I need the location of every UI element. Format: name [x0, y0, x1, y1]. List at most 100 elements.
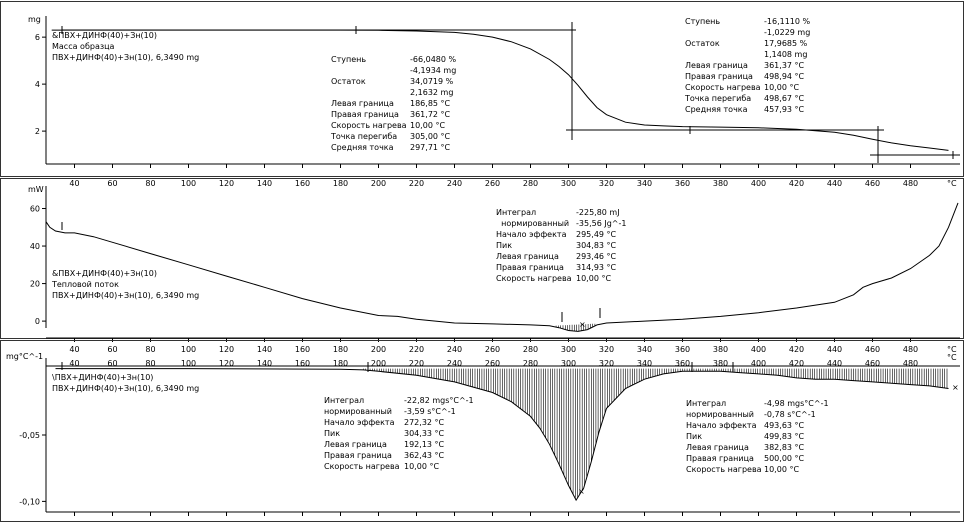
- x-tick-label: 80: [145, 345, 155, 354]
- result-value: 304,83 °C: [576, 241, 617, 250]
- result-label: Интеграл: [496, 208, 536, 217]
- result-label: Правая граница: [685, 72, 753, 81]
- x-tick-label: 400: [751, 359, 766, 368]
- result-value: -16,1110 %: [764, 17, 811, 26]
- result-value: 362,43 °C: [404, 451, 445, 460]
- y-tick-label: -0,05: [19, 431, 40, 440]
- x-tick-label: 280: [523, 179, 538, 188]
- x-tick-label: 240: [447, 359, 462, 368]
- result-label: нормированный: [686, 410, 754, 419]
- y-tick-label: 0: [35, 317, 40, 326]
- dsc-peak-mark: ×: [579, 320, 586, 329]
- y-tick-label: 60: [30, 205, 40, 214]
- x-tick-label: 160: [295, 359, 310, 368]
- x-tick-label: 280: [523, 345, 538, 354]
- x-tick-label: 260: [485, 179, 500, 188]
- x-tick-label: 360: [675, 359, 690, 368]
- result-label: Средняя точка: [331, 143, 394, 152]
- y-tick-label: 2: [35, 127, 40, 136]
- result-label: Правая граница: [324, 451, 392, 460]
- result-label: Пик: [686, 432, 702, 441]
- x-tick-label: 320: [599, 179, 614, 188]
- x-tick-label: 480: [903, 359, 918, 368]
- result-value: 297,71 °C: [410, 143, 451, 152]
- x-tick-label: 40: [69, 345, 79, 354]
- result-value: -35,56 Jg^-1: [576, 219, 626, 228]
- x-tick-label: 160: [295, 179, 310, 188]
- x-tick-label: 180: [333, 359, 348, 368]
- x-tick-label: 120: [219, 179, 234, 188]
- x-tick-label: 200: [371, 345, 386, 354]
- result-value: 305,00 °C: [410, 132, 451, 141]
- result-label: Средняя точка: [685, 105, 748, 114]
- x-tick-label: 400: [751, 179, 766, 188]
- dsc-curve: [45, 202, 959, 332]
- x-tick-label: 200: [371, 359, 386, 368]
- x-tick-label: 340: [637, 359, 652, 368]
- x-tick-label: 80: [145, 359, 155, 368]
- x-tick-label: 240: [447, 179, 462, 188]
- dsc-legend-sample: &ПВХ+ДИНФ(40)+Зн(10): [52, 269, 157, 278]
- x-tick-label: 260: [485, 359, 500, 368]
- x-tick-label: 460: [865, 359, 880, 368]
- result-value: 10,00 °C: [576, 274, 611, 283]
- result-label: Левая граница: [685, 61, 748, 70]
- dtg-limit-marks: [61, 362, 734, 372]
- y-tick-label: 4: [35, 80, 40, 89]
- result-value: 186,85 °C: [410, 99, 451, 108]
- dtg-x-unit: °C: [947, 353, 957, 362]
- x-tick-label: 60: [107, 359, 117, 368]
- dtg-y-unit: mg°C^-1: [6, 352, 43, 361]
- result-value: 498,67 °C: [764, 94, 805, 103]
- tga-limit-marks: [61, 26, 954, 159]
- result-value: 1,1408 mg: [764, 50, 807, 59]
- result-value: -66,0480 %: [410, 55, 457, 64]
- x-tick-label: 300: [561, 179, 576, 188]
- result-label: Левая граница: [686, 443, 749, 452]
- x-tick-label: 360: [675, 179, 690, 188]
- x-tick-label: 340: [637, 179, 652, 188]
- result-label: нормированный: [324, 407, 392, 416]
- x-tick-label: 120: [219, 359, 234, 368]
- result-label: Пик: [324, 429, 340, 438]
- result-value: 10,00 °C: [410, 121, 445, 130]
- dtg-end-mark: ×: [952, 383, 959, 392]
- result-value: -22,82 mgs°C^-1: [404, 396, 474, 405]
- result-label: Левая граница: [331, 99, 394, 108]
- x-tick-label: 60: [107, 345, 117, 354]
- dtg-results-2: Интеграл -4,98 mgs°C^-1 нормированный -0…: [686, 399, 829, 474]
- x-tick-label: 120: [219, 345, 234, 354]
- result-label: Правая граница: [496, 263, 564, 272]
- dsc-y-unit: mW: [28, 185, 44, 194]
- result-value: -4,98 mgs°C^-1: [764, 399, 829, 408]
- x-tick-label: 380: [713, 345, 728, 354]
- result-label: Начало эффекта: [324, 418, 395, 427]
- x-tick-label: 460: [865, 179, 880, 188]
- result-label: Интеграл: [324, 396, 364, 405]
- x-tick-label: 420: [789, 359, 804, 368]
- dsc-frame: [0, 178, 964, 339]
- dtg-peak-mark: ×: [578, 487, 585, 496]
- x-tick-label: 180: [333, 179, 348, 188]
- x-tick-label: 100: [181, 359, 196, 368]
- result-value: 361,37 °C: [764, 61, 805, 70]
- x-tick-label: 160: [295, 345, 310, 354]
- x-tick-label: 380: [713, 179, 728, 188]
- x-tick-label: 420: [789, 345, 804, 354]
- x-tick-label: 320: [599, 345, 614, 354]
- x-tick-label: 440: [827, 179, 842, 188]
- result-value: 34,0719 %: [410, 77, 454, 86]
- result-label: Остаток: [331, 77, 366, 86]
- result-value: 192,13 °C: [404, 440, 445, 449]
- x-tick-label: 100: [181, 179, 196, 188]
- result-label: Ступень: [331, 55, 366, 64]
- tga-legend-curve: Масса образца: [52, 42, 115, 51]
- x-tick-label: 380: [713, 359, 728, 368]
- result-value: 498,94 °C: [764, 72, 805, 81]
- result-label: Интеграл: [686, 399, 726, 408]
- y-tick-label: 6: [35, 33, 40, 42]
- y-tick-label: -0,10: [19, 497, 40, 506]
- tga-panel: mg 6 4 2 40 60 80 100 120 140 160 180 200 220 240 260…: [0, 1, 964, 188]
- dtg-panel: mg°C^-1 -0,05 -0,10 40 60 80 100 120 140 160 180…: [0, 340, 964, 522]
- x-tick-label: 480: [903, 179, 918, 188]
